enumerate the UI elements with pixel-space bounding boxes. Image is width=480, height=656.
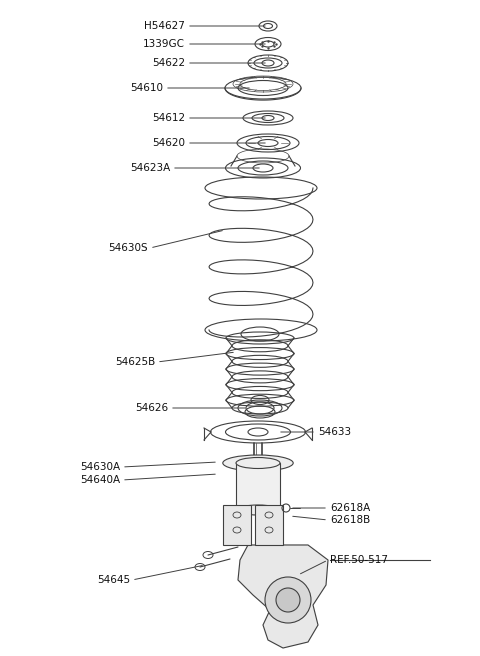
Text: 62618B: 62618B xyxy=(330,515,370,525)
Text: 1339GC: 1339GC xyxy=(143,39,185,49)
Ellipse shape xyxy=(236,505,280,515)
Text: 62618A: 62618A xyxy=(330,503,370,513)
Text: 54626: 54626 xyxy=(135,403,168,413)
Text: 54610: 54610 xyxy=(130,83,163,93)
Text: 54612: 54612 xyxy=(152,113,185,123)
Text: 54622: 54622 xyxy=(152,58,185,68)
Bar xyxy=(255,505,283,545)
Ellipse shape xyxy=(236,457,280,468)
Text: 54633: 54633 xyxy=(318,427,351,437)
Text: 54623A: 54623A xyxy=(130,163,170,173)
Bar xyxy=(223,505,251,545)
Text: 54645: 54645 xyxy=(97,575,130,585)
Text: H54627: H54627 xyxy=(144,21,185,31)
Text: 54625B: 54625B xyxy=(115,357,155,367)
Bar xyxy=(236,463,280,510)
Text: REF.50-517: REF.50-517 xyxy=(330,555,388,565)
Text: 54640A: 54640A xyxy=(80,475,120,485)
Ellipse shape xyxy=(265,577,311,623)
Ellipse shape xyxy=(276,588,300,612)
Polygon shape xyxy=(238,545,328,648)
Text: 54620: 54620 xyxy=(152,138,185,148)
Polygon shape xyxy=(254,465,262,480)
Text: 54630S: 54630S xyxy=(108,243,148,253)
Ellipse shape xyxy=(223,455,293,471)
Text: 54630A: 54630A xyxy=(80,462,120,472)
